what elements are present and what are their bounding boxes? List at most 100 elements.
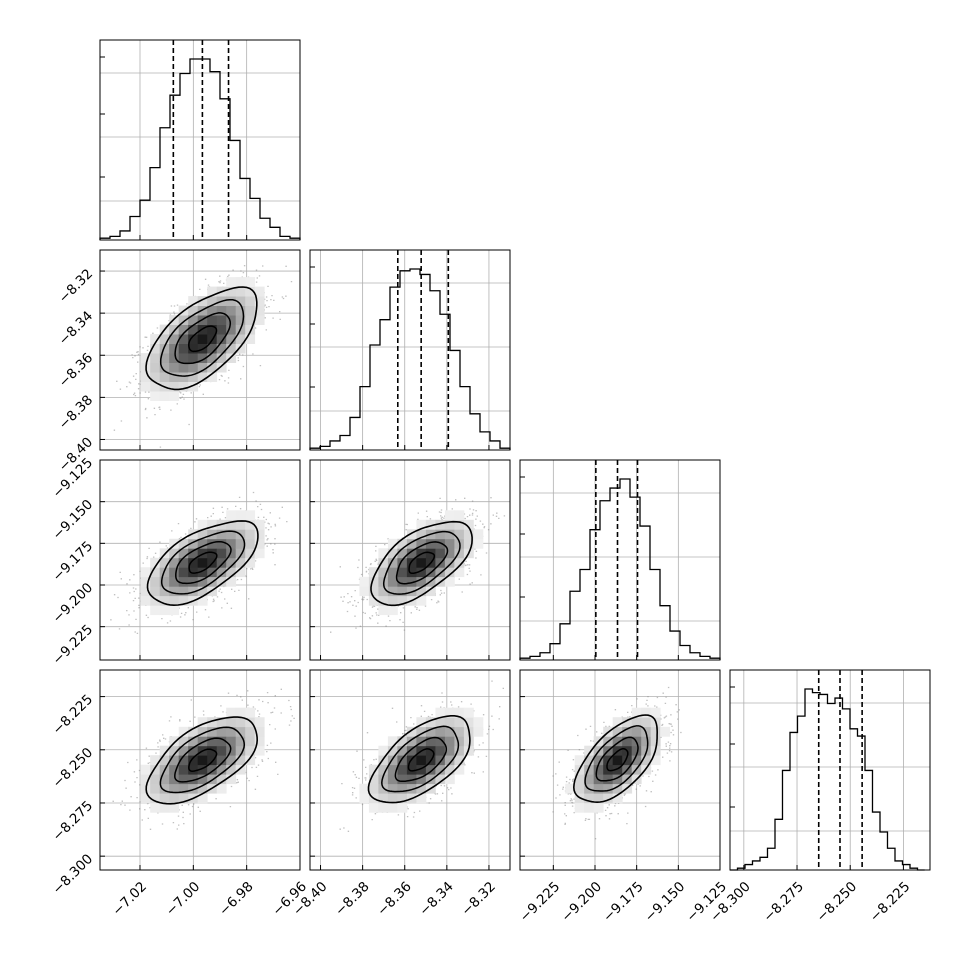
density-cell	[406, 576, 417, 587]
density-cell	[169, 764, 180, 775]
density-cell	[159, 605, 170, 616]
panel-content	[310, 460, 510, 660]
histogram-step	[519, 478, 721, 660]
density-cell	[444, 567, 455, 578]
contour-line	[595, 736, 639, 782]
density-cell	[435, 548, 446, 559]
density-cell	[245, 277, 256, 287]
density-cell	[197, 567, 208, 578]
density-cell	[359, 576, 370, 587]
density-cell	[387, 576, 398, 587]
density-cell	[169, 353, 180, 363]
panel-content	[100, 670, 300, 870]
contour-outer	[145, 716, 259, 805]
density-cell	[378, 567, 389, 578]
density-cell	[444, 510, 455, 521]
density-cell	[650, 736, 661, 747]
density-cell	[159, 557, 170, 568]
density-cell	[584, 764, 595, 775]
density-cell	[216, 362, 227, 373]
density-cell	[207, 305, 218, 316]
density-cell	[622, 736, 633, 747]
density-cell	[140, 353, 151, 363]
density-cell	[254, 745, 265, 756]
density-cell	[197, 557, 208, 568]
panel-frame	[309, 249, 511, 451]
density-cell	[159, 372, 170, 382]
histogram-step	[730, 688, 925, 871]
density-cell	[188, 745, 199, 756]
density-cell	[368, 595, 379, 606]
density-cell	[216, 567, 227, 578]
density-cell	[444, 557, 455, 568]
panel-frame	[519, 669, 721, 871]
density-cell	[178, 538, 189, 549]
density-cell	[235, 538, 246, 549]
density-cell	[226, 519, 237, 530]
density-cell	[416, 586, 427, 597]
density-cell	[425, 736, 436, 747]
density-cell	[584, 802, 595, 813]
density-cell	[226, 286, 237, 297]
panel-frame	[99, 669, 301, 871]
density-cell	[159, 595, 170, 606]
density-cell	[425, 774, 436, 785]
x-tick-label: −7.00	[163, 879, 204, 920]
density-cell	[397, 567, 408, 578]
density-cell	[416, 764, 427, 775]
density-cell	[435, 736, 446, 747]
density-cell	[245, 755, 256, 766]
density-cell	[197, 793, 208, 804]
density-cell	[169, 557, 180, 568]
contour-outer	[370, 520, 473, 607]
density-cell	[444, 736, 455, 747]
density-cell	[178, 586, 189, 597]
density-cell	[140, 764, 151, 775]
density-cell	[612, 774, 623, 785]
density-cell	[197, 586, 208, 597]
density-cell	[574, 774, 585, 785]
scatter-panel-0-2	[99, 459, 301, 661]
density-cell	[378, 548, 389, 559]
density-cell	[245, 334, 256, 344]
density-cell	[435, 774, 446, 785]
density-cell	[235, 315, 246, 325]
density-cell	[612, 764, 623, 775]
density-cell	[444, 745, 455, 756]
density-cell	[226, 567, 237, 578]
x-tick-label: −9.200	[558, 879, 605, 926]
density-cell	[150, 755, 161, 766]
density-cell	[368, 586, 379, 597]
density-cell	[473, 726, 484, 737]
density-cell	[245, 548, 256, 559]
density-cell	[178, 567, 189, 578]
density-cell	[416, 567, 427, 578]
contour-line	[174, 312, 232, 365]
density-cell	[416, 793, 427, 804]
contour-line	[394, 736, 448, 783]
density-cell	[226, 736, 237, 747]
density-cell	[435, 755, 446, 766]
density-cell	[216, 717, 227, 728]
density-cell	[641, 755, 652, 766]
density-cell	[159, 802, 170, 813]
scatter-panel-0-3	[99, 669, 301, 871]
density-cell	[641, 717, 652, 728]
density-cell	[463, 538, 474, 549]
density-cell	[159, 755, 170, 766]
density-cell	[169, 586, 180, 597]
density-cell	[612, 726, 623, 737]
density-cell	[463, 736, 474, 747]
density-cell	[444, 717, 455, 728]
density-cell	[226, 764, 237, 775]
density-cell	[207, 548, 218, 559]
density-cell	[197, 726, 208, 737]
density-cell	[406, 548, 417, 559]
density-cell	[150, 362, 161, 373]
density-cell	[178, 343, 189, 354]
density-cell	[226, 576, 237, 587]
density-cell	[188, 736, 199, 747]
density-cell	[454, 707, 465, 718]
density-cell	[216, 774, 227, 785]
